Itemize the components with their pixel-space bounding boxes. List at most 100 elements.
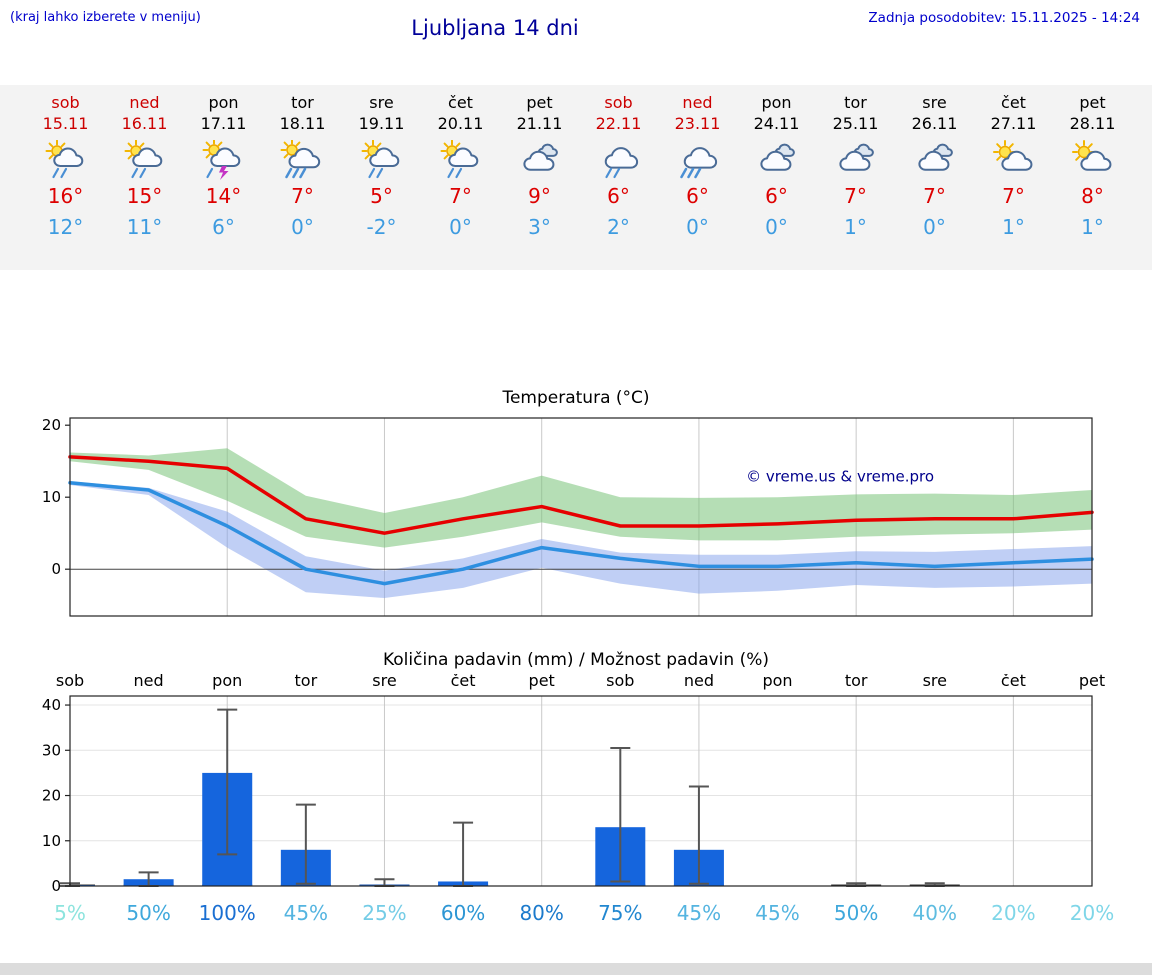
high-temp: 16° bbox=[47, 184, 84, 208]
cloudy-icon bbox=[909, 140, 961, 182]
day-date: 24.11 bbox=[753, 114, 800, 133]
precip-probability-label: 5% bbox=[54, 901, 86, 925]
temperature-plot: 0 10 20 © vreme.us & vreme.pro bbox=[42, 416, 1094, 617]
forecast-day: čet 27.11 7° 1° bbox=[974, 93, 1053, 270]
cloud-icon bbox=[54, 149, 82, 166]
day-name: pon bbox=[208, 93, 239, 112]
max-temp-line bbox=[68, 455, 1094, 535]
low-temp: 2° bbox=[607, 215, 630, 239]
sun-cloud-storm-icon bbox=[202, 138, 250, 180]
day-date: 21.11 bbox=[516, 114, 563, 133]
cloud-icon bbox=[449, 149, 477, 166]
precipitation-plot: sob ned pon tor sre čet pet sob ned pon tor sre čet p… bbox=[42, 671, 1114, 925]
weather-icon-wrap bbox=[909, 140, 961, 182]
day-date: 18.11 bbox=[279, 114, 326, 133]
cloud-icon bbox=[919, 152, 948, 170]
high-temp: 5° bbox=[370, 184, 393, 208]
high-temp: 15° bbox=[126, 184, 163, 208]
weather-icon-wrap bbox=[356, 139, 408, 182]
low-temp: 0° bbox=[765, 215, 788, 239]
high-temp: 6° bbox=[607, 184, 630, 208]
weather-icon-wrap bbox=[830, 140, 882, 182]
y-tick-label: 30 bbox=[42, 741, 61, 759]
cloudy-icon bbox=[830, 140, 882, 182]
footer-bar bbox=[0, 963, 1152, 975]
day-name: ned bbox=[129, 93, 160, 112]
forecast-day: sob 15.11 16° 12° bbox=[26, 93, 105, 270]
precipitation-chart-title: Količina padavin (mm) / Možnost padavin … bbox=[382, 650, 769, 670]
forecast-day: pon 17.11 14° 6° bbox=[184, 93, 263, 270]
temperature-chart-title: Temperatura (°C) bbox=[502, 388, 650, 408]
rain-icon bbox=[205, 167, 213, 179]
y-tick-label: 40 bbox=[42, 696, 61, 714]
min-temp-line bbox=[68, 481, 1094, 586]
cloud-icon bbox=[370, 149, 398, 166]
page-title: Ljubljana 14 dni bbox=[411, 16, 579, 40]
high-temp: 7° bbox=[1002, 184, 1025, 208]
precip-probability-label: 60% bbox=[441, 901, 485, 925]
low-temp: 0° bbox=[686, 215, 709, 239]
y-tick-label: 20 bbox=[42, 787, 61, 805]
rain-icon bbox=[679, 167, 701, 179]
low-temp: 6° bbox=[212, 215, 235, 239]
precip-probability-label: 40% bbox=[913, 901, 957, 925]
low-temp: 0° bbox=[449, 215, 472, 239]
precip-probability-label: 100% bbox=[199, 901, 256, 925]
whisker bbox=[295, 803, 316, 885]
high-temp: 7° bbox=[291, 184, 314, 208]
day-name: tor bbox=[844, 93, 867, 112]
day-label: sre bbox=[923, 674, 947, 690]
cloud-icon bbox=[524, 152, 553, 170]
day-label: sre bbox=[372, 674, 396, 690]
forecast-day: pet 21.11 9° 3° bbox=[500, 93, 579, 270]
weather-icon-wrap bbox=[435, 139, 487, 182]
high-temp: 9° bbox=[528, 184, 551, 208]
forecast-day: ned 23.11 6° 0° bbox=[658, 93, 737, 270]
day-name: tor bbox=[291, 93, 314, 112]
day-label: pon bbox=[212, 674, 242, 690]
cloudy-icon bbox=[514, 140, 566, 182]
whisker bbox=[688, 785, 709, 885]
cloud-icon bbox=[211, 149, 239, 166]
y-tick-label: 0 bbox=[51, 560, 61, 578]
rain-icon bbox=[367, 167, 383, 179]
day-date: 23.11 bbox=[674, 114, 721, 133]
day-label: sob bbox=[606, 674, 634, 690]
y-tick-label: 10 bbox=[42, 488, 61, 506]
rain-icon bbox=[51, 167, 67, 179]
day-name: sre bbox=[369, 93, 394, 112]
precip-probability-label: 20% bbox=[1070, 901, 1114, 925]
weather-icon-wrap bbox=[593, 140, 645, 182]
day-date: 17.11 bbox=[200, 114, 247, 133]
whisker bbox=[610, 747, 631, 883]
forecast-day: ned 16.11 15° 11° bbox=[105, 93, 184, 270]
day-name: pet bbox=[1079, 93, 1106, 112]
forecast-day: sob 22.11 6° 2° bbox=[579, 93, 658, 270]
low-temp: 1° bbox=[1002, 215, 1025, 239]
day-date: 27.11 bbox=[990, 114, 1037, 133]
day-name: čet bbox=[448, 93, 473, 112]
sun-cloud-rain-icon bbox=[361, 139, 408, 179]
forecast-day: pon 24.11 6° 0° bbox=[737, 93, 816, 270]
day-name: pon bbox=[761, 93, 792, 112]
sun-cloud-rain-icon bbox=[440, 139, 487, 179]
rain-icon bbox=[130, 167, 146, 179]
day-name: sre bbox=[922, 93, 947, 112]
precip-probability-label: 25% bbox=[362, 901, 406, 925]
weather-icon-wrap bbox=[1067, 140, 1119, 182]
cloud-icon bbox=[684, 148, 715, 167]
precip-probability-label: 45% bbox=[677, 901, 721, 925]
precip-probability-label: 50% bbox=[126, 901, 170, 925]
forecast-day: tor 25.11 7° 1° bbox=[816, 93, 895, 270]
cloud-icon bbox=[289, 149, 319, 167]
weather-icon-wrap bbox=[119, 139, 171, 182]
cloud-heavyrain-icon bbox=[679, 140, 724, 179]
low-temp: 3° bbox=[528, 215, 551, 239]
day-date: 16.11 bbox=[121, 114, 168, 133]
day-date: 20.11 bbox=[437, 114, 484, 133]
day-date: 25.11 bbox=[832, 114, 879, 133]
plot-border bbox=[69, 695, 1093, 887]
high-temp: 14° bbox=[205, 184, 242, 208]
day-label: tor bbox=[845, 674, 868, 690]
day-label: ned bbox=[134, 674, 164, 690]
